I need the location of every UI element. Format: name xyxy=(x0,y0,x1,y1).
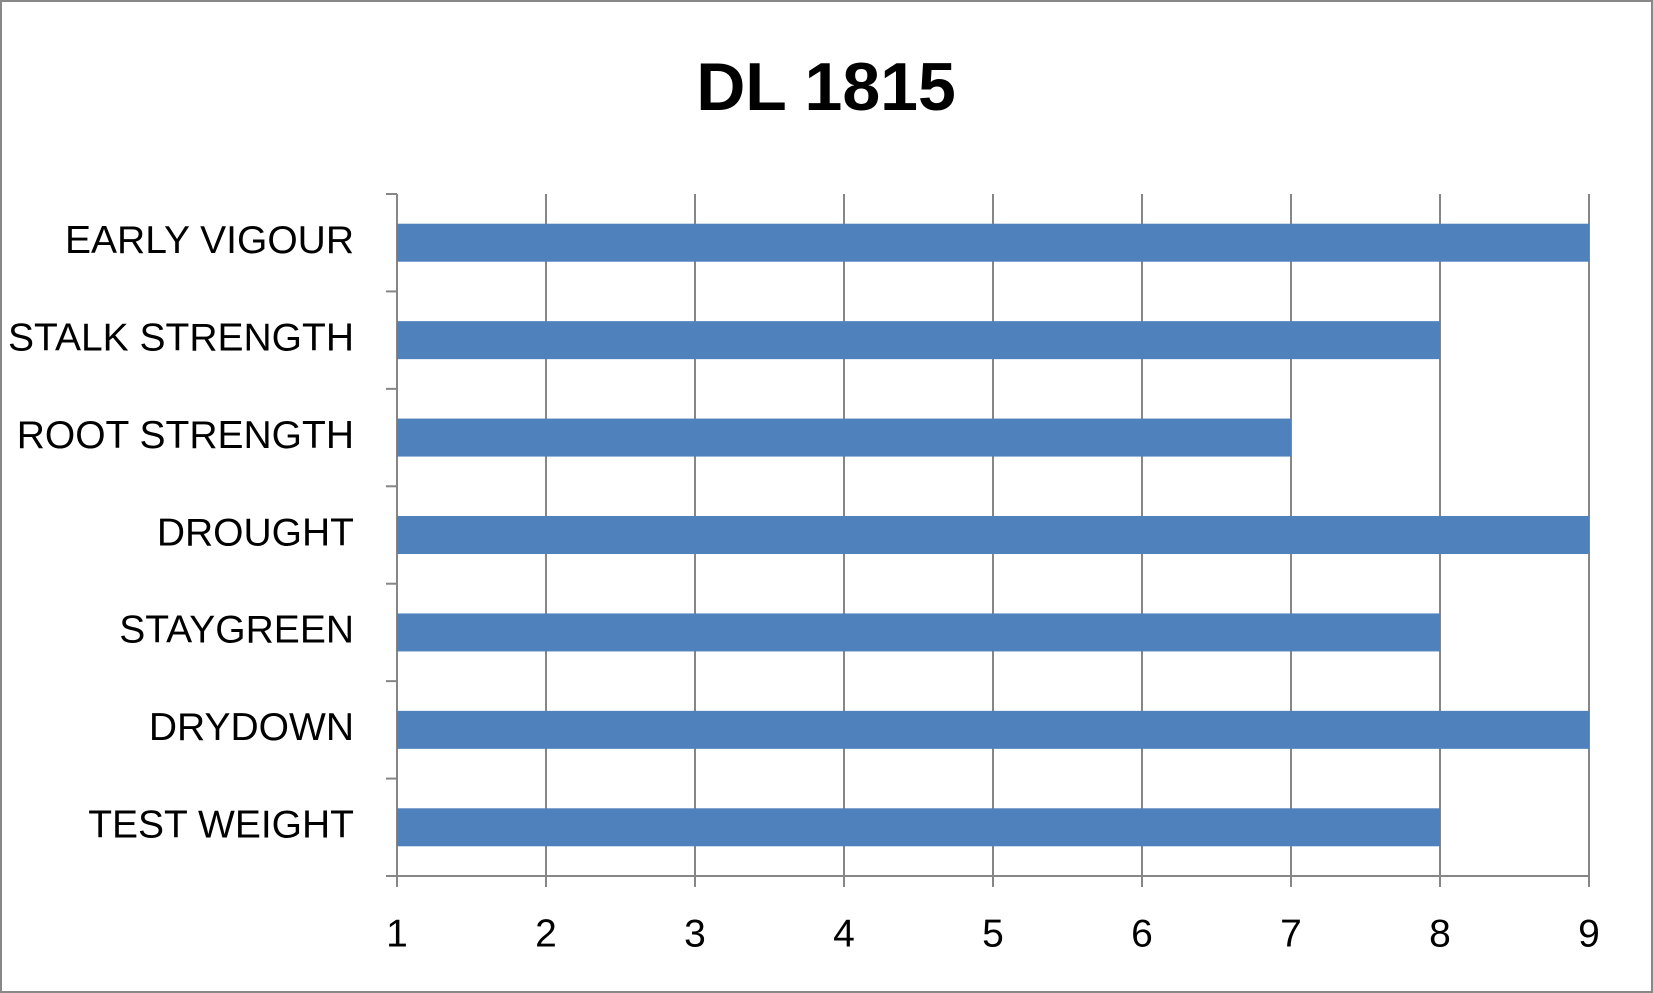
bar xyxy=(397,710,1589,749)
x-tick-label: 4 xyxy=(833,912,855,955)
x-tick-label: 8 xyxy=(1429,912,1451,955)
x-tick-label: 5 xyxy=(982,912,1004,955)
bar xyxy=(397,418,1291,457)
chart-title: DL 1815 xyxy=(696,49,956,125)
y-tick-label: EARLY VIGOUR xyxy=(65,219,354,262)
x-tick-label: 1 xyxy=(386,912,408,955)
y-tick-label: ROOT STRENGTH xyxy=(17,414,354,457)
x-tick-label: 2 xyxy=(535,912,557,955)
bar xyxy=(397,516,1589,554)
x-tick-label: 7 xyxy=(1280,912,1302,955)
y-tick-label: STALK STRENGTH xyxy=(8,316,354,359)
bar xyxy=(397,321,1440,360)
bar xyxy=(397,613,1440,652)
bar xyxy=(397,223,1589,262)
x-tick-label: 3 xyxy=(684,912,706,955)
x-tick-label: 6 xyxy=(1131,912,1153,955)
y-tick-label: DROUGHT xyxy=(157,511,354,554)
y-tick-label: TEST WEIGHT xyxy=(88,804,354,847)
y-tick-label: DRYDOWN xyxy=(149,706,354,749)
bar xyxy=(397,808,1440,847)
y-tick-label: STAYGREEN xyxy=(119,609,354,652)
x-tick-label: 9 xyxy=(1578,912,1600,955)
